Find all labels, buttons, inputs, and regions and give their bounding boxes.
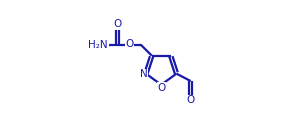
Text: O: O bbox=[113, 19, 121, 29]
Text: N: N bbox=[140, 69, 148, 79]
Text: O: O bbox=[125, 39, 133, 49]
Text: O: O bbox=[187, 95, 195, 105]
Text: H₂N: H₂N bbox=[88, 40, 107, 50]
Text: O: O bbox=[158, 83, 166, 93]
